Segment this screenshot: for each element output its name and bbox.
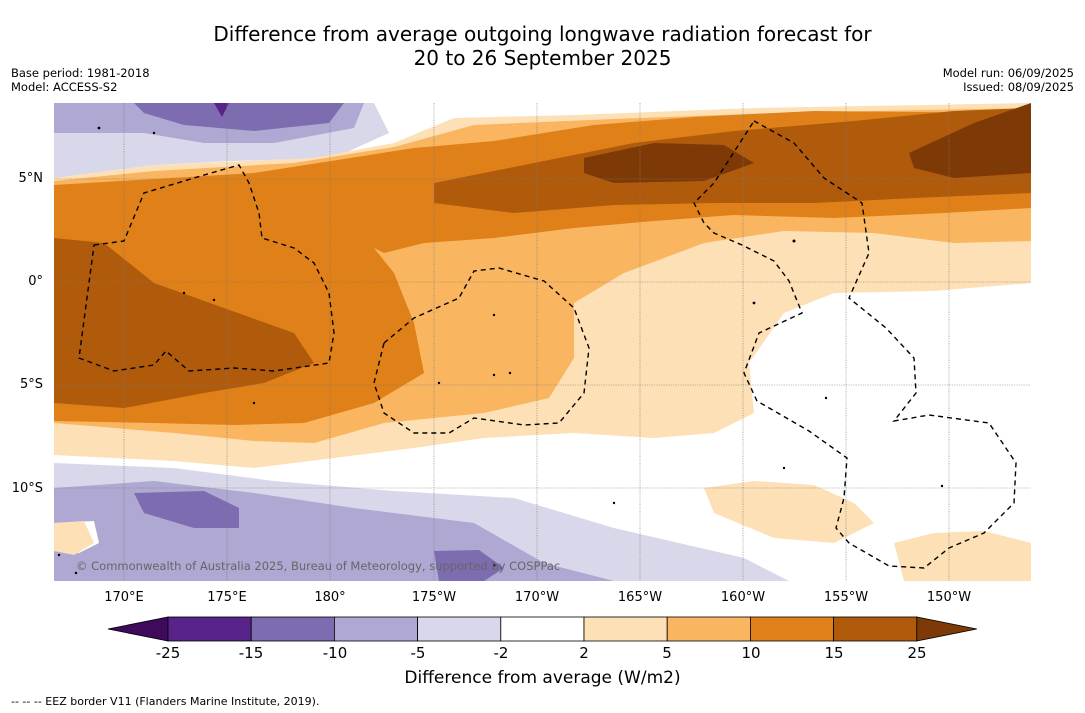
metadata-left: Base period: 1981-2018 Model: ACCESS-S2 xyxy=(11,66,150,94)
cbar-arrow-min xyxy=(107,616,169,642)
model-name: Model: ACCESS-S2 xyxy=(11,80,118,94)
lon-label-170e: 170°E xyxy=(104,590,144,605)
cbar-cell xyxy=(583,616,668,642)
lon-label-170w: 170°W xyxy=(514,590,560,605)
lon-label-165w: 165°W xyxy=(617,590,663,605)
cbar-tick-3: -10 xyxy=(322,644,348,662)
lon-label-175w: 175°W xyxy=(411,590,457,605)
cbar-tick-4: -5 xyxy=(410,644,426,662)
copyright-text: © Commonwealth of Australia 2025, Bureau… xyxy=(76,559,560,573)
cbar-tick-8: 10 xyxy=(741,644,761,662)
colorbar xyxy=(107,616,977,642)
map-title-line1: Difference from average outgoing longwav… xyxy=(213,22,872,46)
cbar-cell xyxy=(750,616,835,642)
base-period: Base period: 1981-2018 xyxy=(11,66,150,80)
cbar-cell xyxy=(833,616,918,642)
lon-label-175e: 175°E xyxy=(207,590,247,605)
lat-label-5n: 5°N xyxy=(18,171,44,186)
cbar-tick-7: 5 xyxy=(662,644,672,662)
lat-label-0: 0° xyxy=(28,274,43,289)
lon-label-160w: 160°W xyxy=(720,590,766,605)
cbar-cell xyxy=(500,616,585,642)
cbar-tick-10: 25 xyxy=(907,644,927,662)
graticule xyxy=(54,103,1031,581)
lon-label-155w: 155°W xyxy=(823,590,869,605)
colorbar-label: Difference from average (W/m2) xyxy=(404,668,681,688)
cbar-cell xyxy=(333,616,418,642)
lat-label-10s: 10°S xyxy=(11,481,43,496)
lon-label-180: 180° xyxy=(314,590,346,605)
cbar-tick-9: 15 xyxy=(824,644,844,662)
lat-label-5s: 5°S xyxy=(19,377,43,392)
lon-label-150w: 150°W xyxy=(926,590,972,605)
cbar-tick-1: -25 xyxy=(155,644,181,662)
metadata-right: Model run: 06/09/2025 Issued: 08/09/2025 xyxy=(943,66,1074,94)
issued-date: Issued: 08/09/2025 xyxy=(963,80,1074,94)
islands xyxy=(57,126,944,575)
cbar-cell xyxy=(167,616,252,642)
cbar-cell xyxy=(250,616,335,642)
cbar-tick-2: -15 xyxy=(238,644,264,662)
eez-borders xyxy=(78,120,1017,569)
olr-anomaly-map: © Commonwealth of Australia 2025, Bureau… xyxy=(54,103,1031,581)
cbar-tick-5: -2 xyxy=(493,644,509,662)
eez-legend-footnote: -- -- -- EEZ border V11 (Flanders Marine… xyxy=(11,695,320,708)
map-title-line2: 20 to 26 September 2025 xyxy=(413,46,672,70)
cbar-tick-6: 2 xyxy=(579,644,589,662)
cbar-cell xyxy=(666,616,751,642)
cbar-cell xyxy=(417,616,502,642)
model-run: Model run: 06/09/2025 xyxy=(942,66,1074,80)
cbar-arrow-max xyxy=(916,616,977,642)
